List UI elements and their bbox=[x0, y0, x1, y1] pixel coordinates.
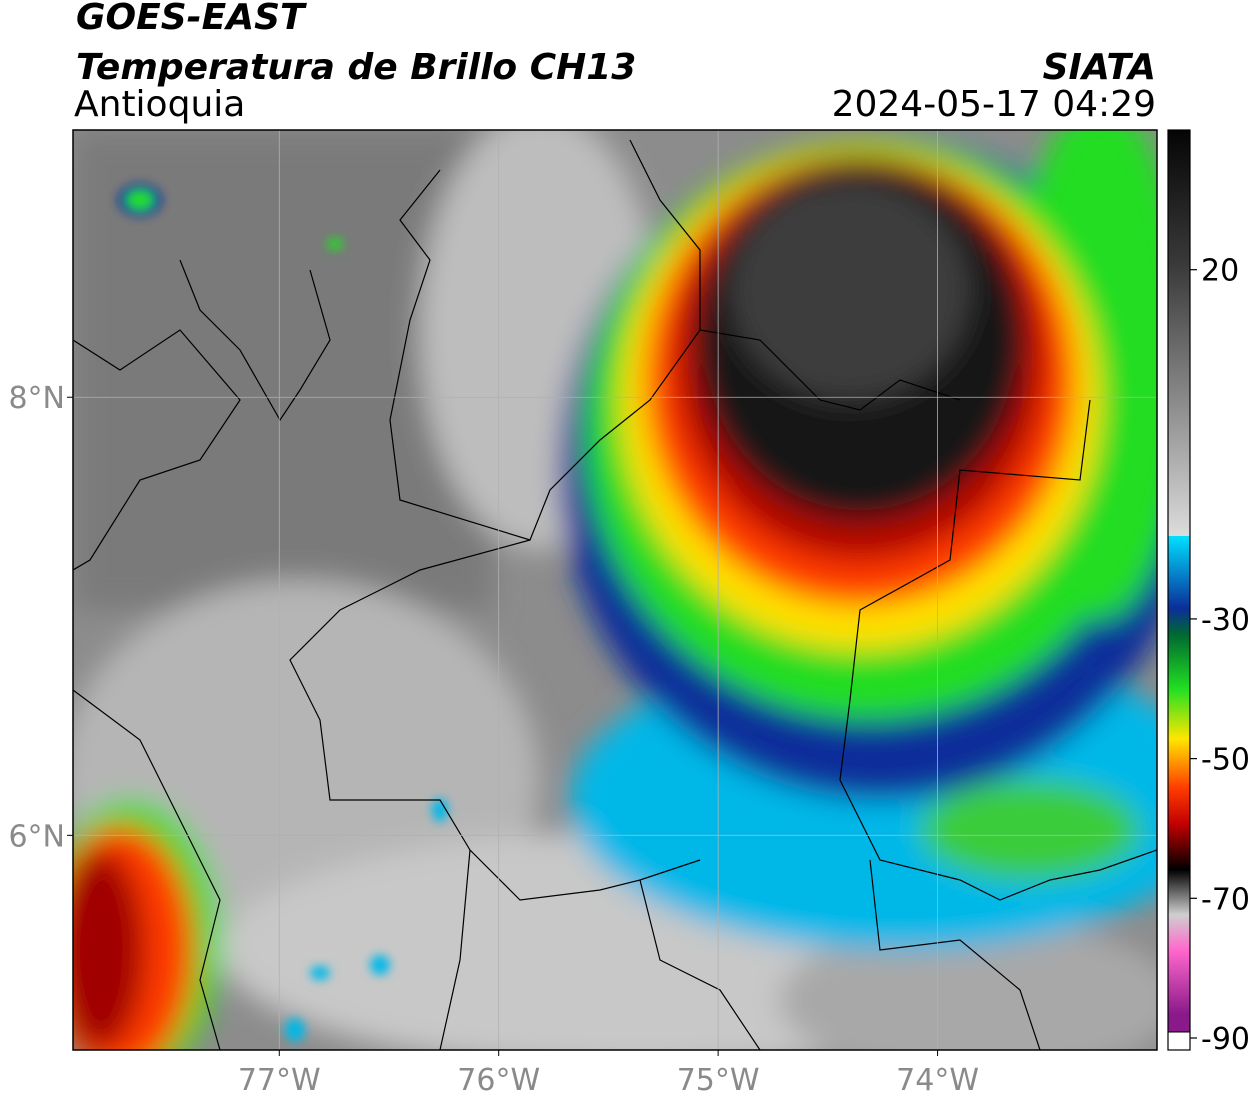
title: GOES-EAST bbox=[76, 0, 307, 38]
subtitle: Temperatura de Brillo CH13 bbox=[76, 47, 636, 88]
y-tick-label: 8°N bbox=[8, 381, 65, 416]
borders bbox=[73, 139, 1157, 1050]
colorbar-tick-label: -30 bbox=[1201, 603, 1250, 638]
colorbar-tick-label: -50 bbox=[1201, 743, 1250, 778]
map-frame bbox=[72, 129, 1158, 1051]
region: Antioquia bbox=[74, 84, 245, 125]
colorbar-tick-label: 20 bbox=[1201, 254, 1239, 289]
x-tick-label: 75°W bbox=[677, 1063, 760, 1098]
x-tick-label: 77°W bbox=[238, 1063, 321, 1098]
y-tick-label: 6°N bbox=[8, 819, 65, 854]
datetime: 2024-05-17 04:29 bbox=[832, 84, 1156, 125]
colorbar-tick-label: -90 bbox=[1201, 1022, 1250, 1057]
x-tick-label: 76°W bbox=[457, 1063, 540, 1098]
colorbar-tick-label: -70 bbox=[1201, 882, 1250, 917]
source: SIATA bbox=[1043, 47, 1156, 88]
satellite-image bbox=[73, 130, 1157, 1050]
colorbar-extend bbox=[1167, 1031, 1191, 1051]
colorbar bbox=[1168, 130, 1190, 1032]
graticule bbox=[73, 130, 1157, 1050]
colorbar-frame bbox=[1167, 129, 1191, 1051]
x-tick-label: 74°W bbox=[896, 1063, 979, 1098]
